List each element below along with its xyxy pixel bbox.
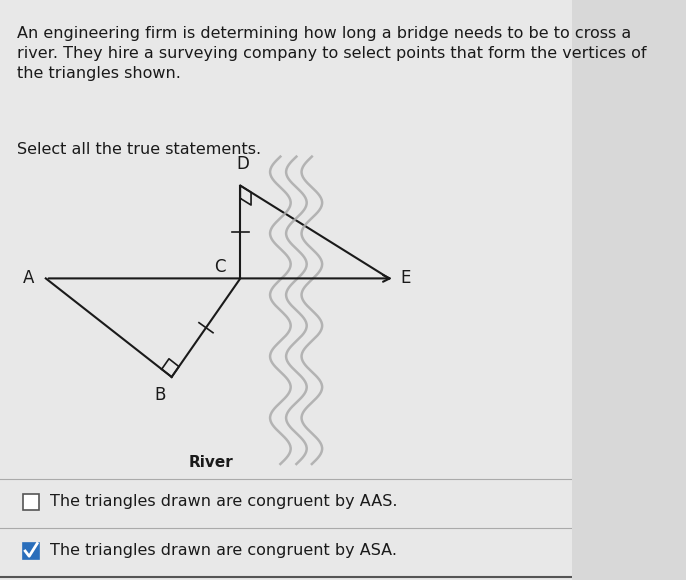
- Text: A: A: [23, 269, 34, 288]
- Text: Select all the true statements.: Select all the true statements.: [17, 142, 261, 157]
- Text: The triangles drawn are congruent by AAS.: The triangles drawn are congruent by AAS…: [50, 494, 398, 509]
- Text: D: D: [237, 155, 250, 173]
- Text: An engineering firm is determining how long a bridge needs to be to cross a
rive: An engineering firm is determining how l…: [17, 26, 647, 81]
- Text: E: E: [401, 269, 411, 288]
- Bar: [23, 494, 39, 510]
- Text: B: B: [154, 386, 166, 404]
- Bar: [23, 543, 39, 559]
- Text: River: River: [189, 455, 233, 470]
- Text: C: C: [215, 258, 226, 275]
- FancyBboxPatch shape: [0, 0, 572, 580]
- Text: The triangles drawn are congruent by ASA.: The triangles drawn are congruent by ASA…: [50, 543, 397, 559]
